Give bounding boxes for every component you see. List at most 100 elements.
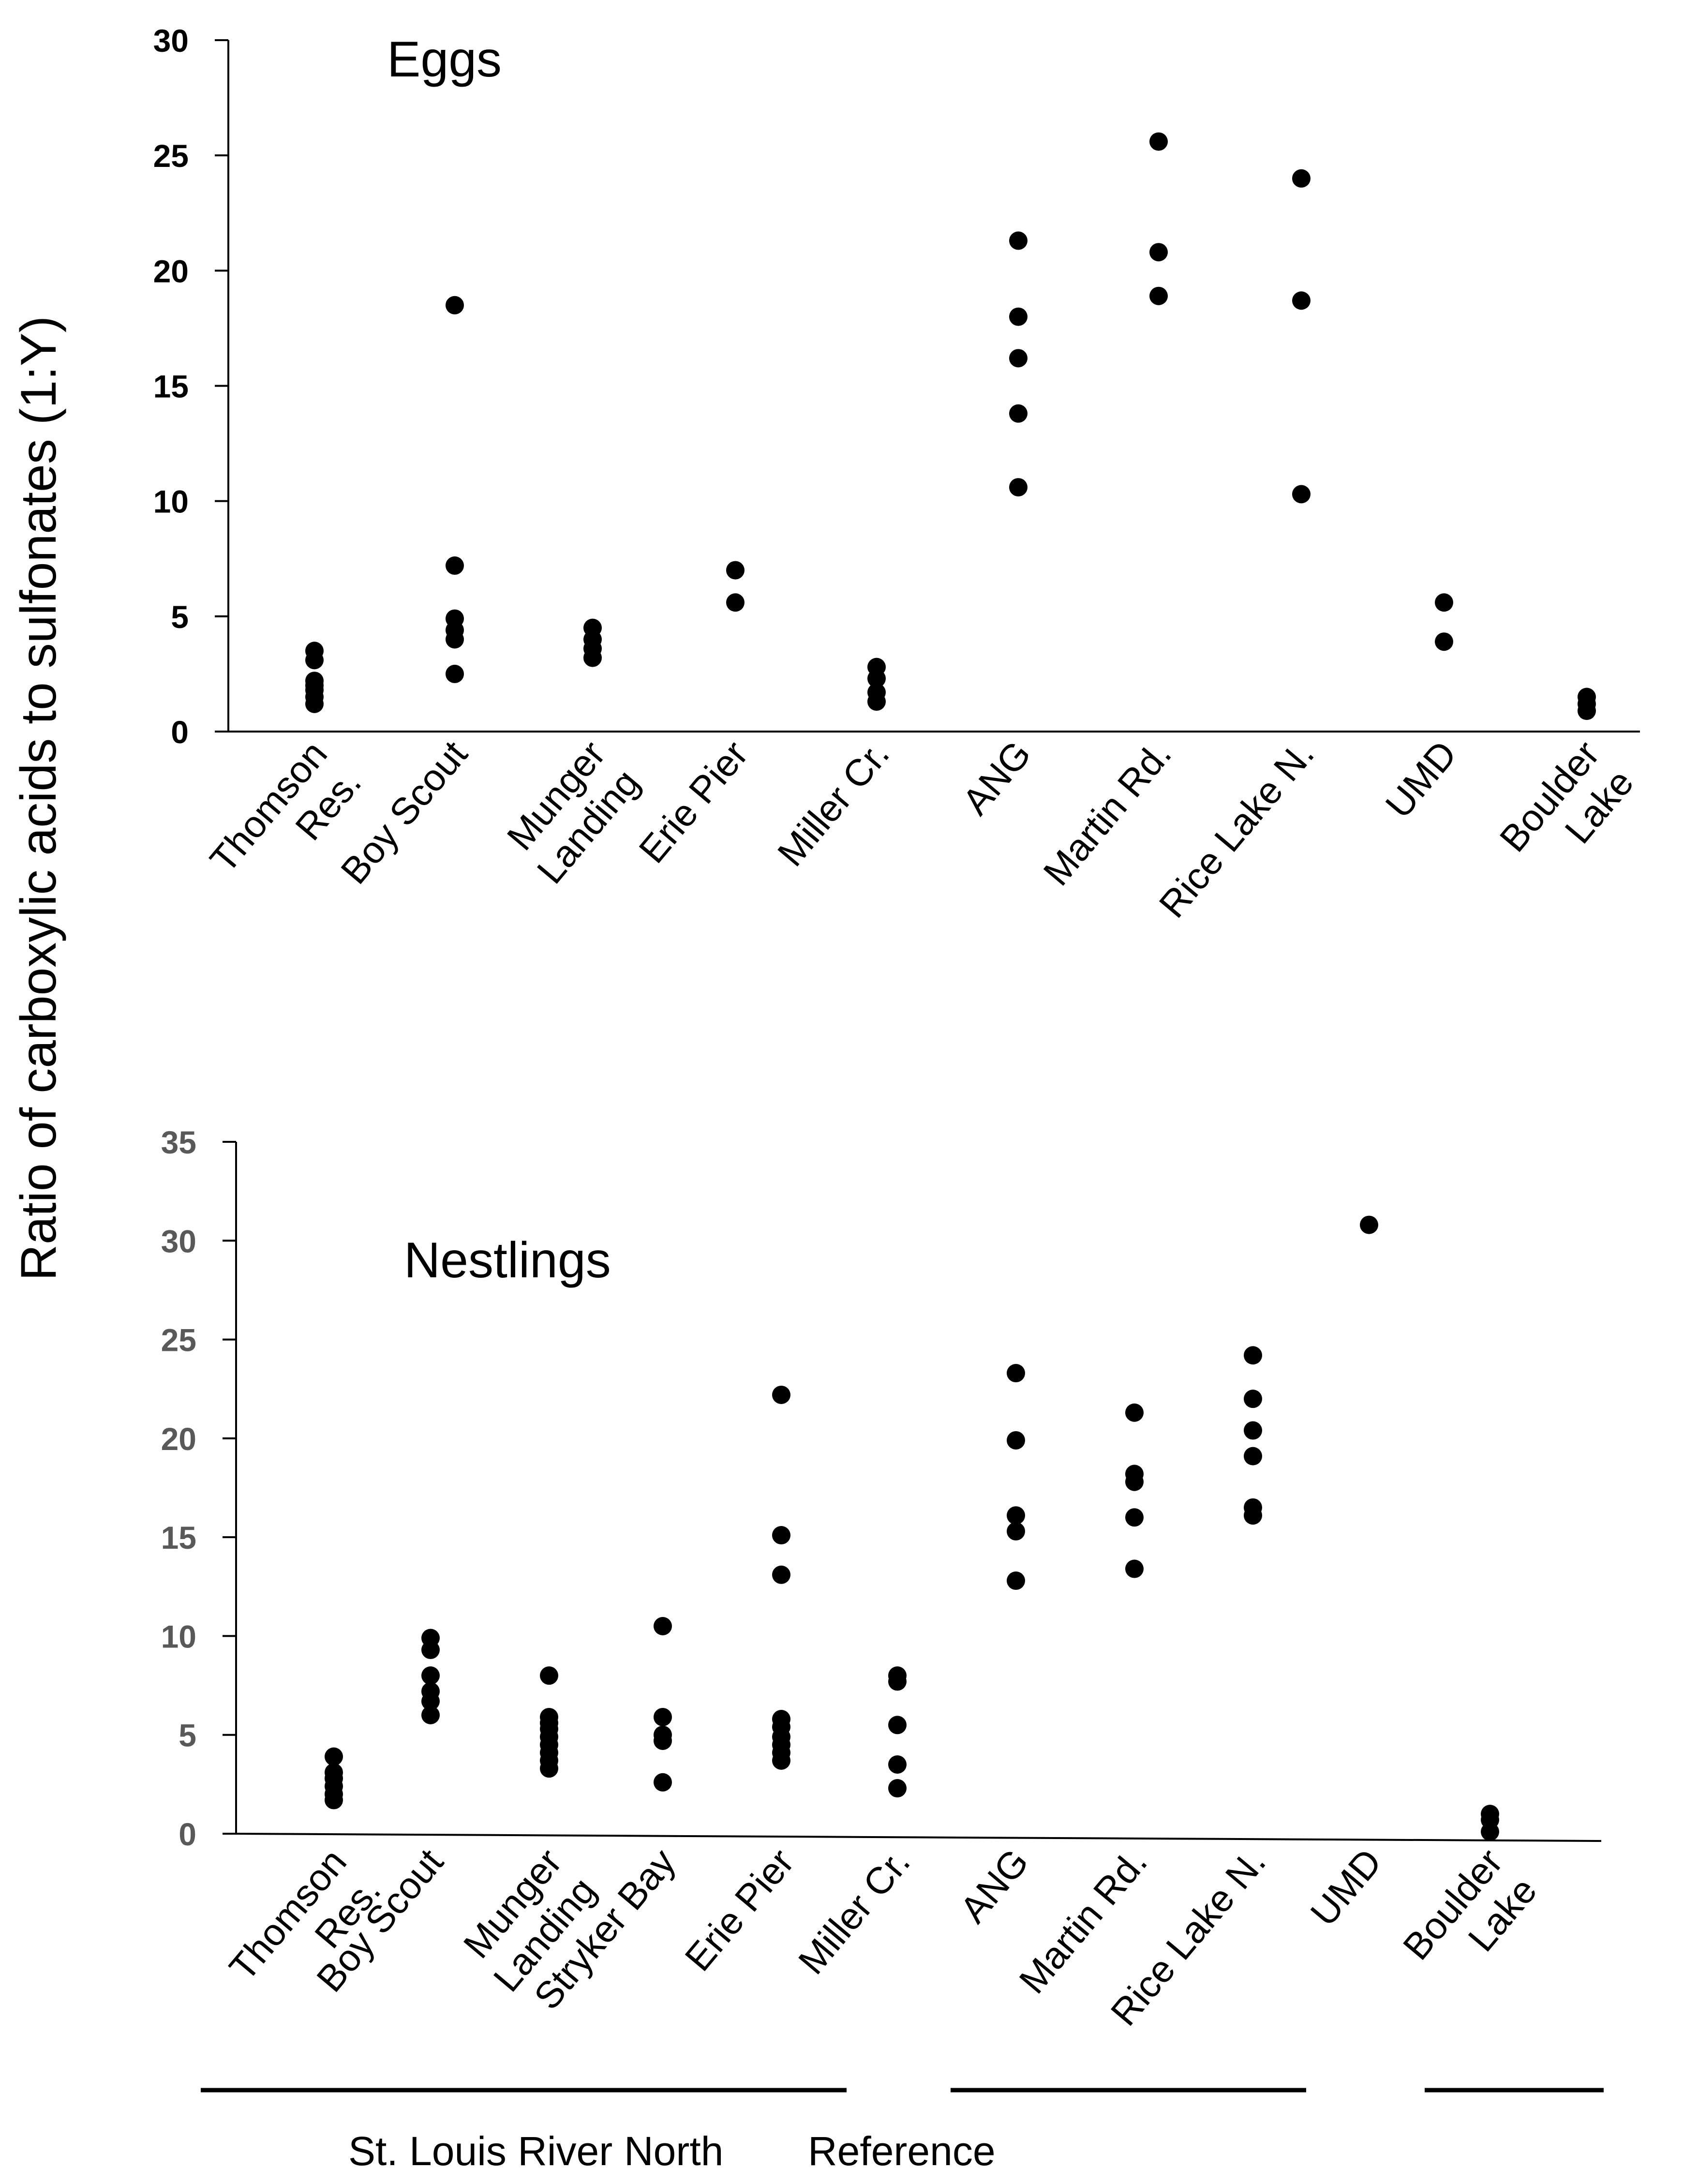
y-tick-label: 15 xyxy=(153,369,189,404)
data-point xyxy=(325,1747,343,1766)
x-category-label: Erie Pier xyxy=(676,1840,802,1979)
data-point xyxy=(1149,132,1168,151)
data-point xyxy=(446,664,464,683)
data-point xyxy=(1125,1403,1144,1422)
data-point xyxy=(654,1707,672,1726)
data-point xyxy=(540,1707,558,1726)
data-point xyxy=(1578,688,1596,706)
x-category-label: Miller Cr. xyxy=(769,733,897,874)
x-category-label: MungerLanding xyxy=(494,733,647,891)
data-point xyxy=(1435,632,1453,651)
data-point xyxy=(421,1629,440,1647)
data-point xyxy=(1125,1465,1144,1483)
x-category-label: BoulderLake xyxy=(1395,1840,1545,1996)
group-label: St. Louis River xyxy=(348,2128,612,2174)
eggs-panel: 0 5 10 15 20 25 30 Eggs ThomsonRes.Boy Scout Mung… xyxy=(153,23,1642,926)
data-point xyxy=(888,1716,907,1735)
data-point xyxy=(1244,1346,1262,1365)
data-point xyxy=(1007,1506,1025,1525)
data-point xyxy=(654,1617,672,1635)
data-point xyxy=(726,561,745,580)
y-tick-label: 0 xyxy=(179,1816,196,1852)
y-tick-label: 15 xyxy=(161,1520,196,1556)
data-point xyxy=(1007,1571,1025,1590)
x-category-label: Boy Scout xyxy=(332,733,476,892)
x-category-label: UMD xyxy=(1377,733,1465,826)
data-point xyxy=(446,296,464,314)
x-category-label: ANG xyxy=(954,733,1039,823)
data-point xyxy=(772,1565,790,1584)
data-point xyxy=(1292,169,1311,188)
x-category-label: Martin Rd. xyxy=(1035,733,1179,893)
group-label: North xyxy=(624,2128,723,2174)
data-point xyxy=(1149,243,1168,262)
data-point xyxy=(305,642,324,660)
data-point xyxy=(1007,1431,1025,1450)
site-group-brackets: St. Louis River North Reference xyxy=(201,2088,1604,2174)
data-point xyxy=(1360,1215,1378,1234)
data-point xyxy=(1009,231,1028,250)
data-point xyxy=(446,609,464,628)
data-point xyxy=(1244,1498,1262,1517)
x-category-label: ThomsonRes. xyxy=(202,733,370,909)
data-point xyxy=(1435,593,1453,612)
data-point xyxy=(1244,1447,1262,1466)
data-point xyxy=(1125,1559,1144,1578)
data-point xyxy=(888,1666,907,1685)
data-point xyxy=(540,1666,558,1685)
y-tick-label: 5 xyxy=(179,1718,196,1753)
y-tick-label: 10 xyxy=(153,484,189,520)
y-tick-label: 20 xyxy=(153,253,189,289)
x-category-label: BoulderLake xyxy=(1491,733,1642,888)
data-point xyxy=(1007,1522,1025,1541)
x-category-label: Miller Cr. xyxy=(790,1840,918,1982)
y-tick-label: 5 xyxy=(171,599,189,635)
group-label: Reference xyxy=(808,2128,996,2174)
y-tick-label: 30 xyxy=(161,1223,196,1259)
data-point xyxy=(772,1710,790,1729)
x-category-label: Erie Pier xyxy=(630,733,756,871)
data-point xyxy=(888,1755,907,1774)
data-point xyxy=(1125,1508,1144,1527)
x-category-label: UMD xyxy=(1302,1840,1390,1934)
x-axis-line xyxy=(236,1833,1602,1842)
data-point xyxy=(888,1779,907,1798)
y-tick-label: 0 xyxy=(171,714,189,750)
panel-title: Eggs xyxy=(387,31,502,88)
data-point xyxy=(772,1526,790,1545)
data-point xyxy=(1292,485,1311,504)
data-point xyxy=(1007,1364,1025,1383)
data-point xyxy=(867,658,886,676)
y-tick-label: 35 xyxy=(161,1124,196,1160)
data-point xyxy=(1009,307,1028,326)
data-point xyxy=(1244,1390,1262,1408)
y-tick-label: 25 xyxy=(161,1322,196,1358)
y-tick-label: 20 xyxy=(161,1421,196,1457)
data-point xyxy=(654,1725,672,1744)
data-point xyxy=(583,618,602,637)
data-point xyxy=(1481,1805,1499,1824)
panel-title: Nestlings xyxy=(404,1232,611,1288)
data-point xyxy=(1009,404,1028,423)
y-tick-label: 25 xyxy=(153,138,189,174)
data-point xyxy=(726,593,745,612)
x-category-label: ANG xyxy=(952,1840,1037,1930)
y-tick-label: 10 xyxy=(161,1618,196,1654)
data-point xyxy=(1009,478,1028,497)
data-point xyxy=(325,1763,343,1782)
data-point xyxy=(1149,286,1168,305)
data-point xyxy=(772,1385,790,1404)
y-axis-label: Ratio of carboxylic acids to sulfonates … xyxy=(11,316,67,1281)
data-point xyxy=(421,1666,440,1685)
data-point xyxy=(305,672,324,690)
data-point xyxy=(421,1705,440,1724)
data-point xyxy=(1292,291,1311,310)
data-point xyxy=(1009,349,1028,368)
data-point xyxy=(654,1773,672,1792)
data-point xyxy=(1244,1421,1262,1440)
data-point xyxy=(446,556,464,575)
y-tick-label: 30 xyxy=(153,23,189,59)
data-point xyxy=(421,1682,440,1701)
